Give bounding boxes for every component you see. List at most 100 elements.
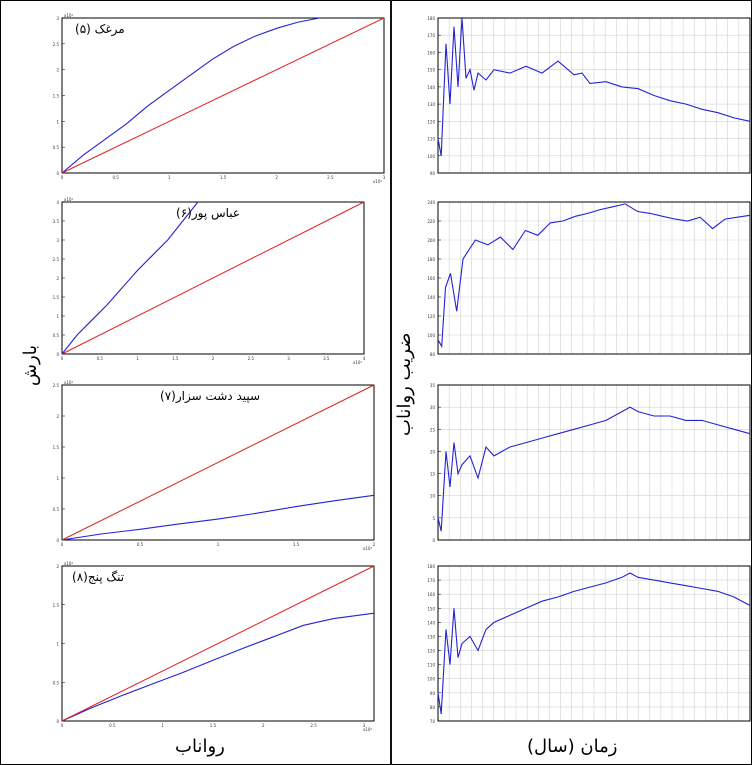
y-tick-label: 70 [430, 719, 436, 724]
y-tick-label: 90 [430, 691, 436, 696]
scale-note: x10⁴ [353, 360, 362, 365]
reference-line [61, 201, 365, 355]
y-tick-label: 80 [430, 705, 436, 710]
y-tick-label: 130 [427, 634, 435, 639]
chart-panel-2: 00.511.522.533.540 0.5 1 1.5 2 2.5 3 3.5 4x10⁴x1… [53, 197, 366, 365]
y-tick-label: 2.5 [53, 42, 60, 47]
x-tick-label: 2 [262, 723, 265, 728]
axes-box [437, 384, 751, 541]
x-tick-label: 0 [61, 175, 64, 180]
y-tick-label: 30 [430, 405, 436, 410]
y-tick-label: 1.5 [53, 603, 60, 608]
y-tick-label: 180 [427, 16, 435, 21]
x-tick-label: 2 [275, 175, 278, 180]
y-tick-label: 2.5 [53, 383, 60, 388]
y-tick-label: 0 [432, 538, 435, 543]
y-tick-label: 4 [56, 200, 59, 205]
scale-note: x10⁴ [363, 727, 372, 732]
y-tick-label: 0.5 [53, 145, 60, 150]
y-tick-label: 2 [56, 564, 59, 569]
y-tick-label: 20 [430, 449, 436, 454]
reference-line [61, 17, 385, 174]
x-tick-label: 0.5 [112, 175, 119, 180]
y-tick-label: 35 [430, 383, 436, 388]
y-tick-label: 1.5 [53, 445, 60, 450]
x-tick-label: 0.5 [97, 356, 104, 361]
y-tick-label: 10 [430, 494, 436, 499]
x-tick-label: 3 [363, 723, 366, 728]
y-tick-label: 90 [430, 171, 436, 176]
y-tick-label: 140 [427, 295, 435, 300]
y-tick-label: 2 [56, 68, 59, 73]
x-tick-label: 4 [363, 356, 366, 361]
x-tick-label: 1.5 [172, 356, 179, 361]
y-tick-label: 3 [56, 238, 59, 243]
x-tick-label: 3.5 [323, 356, 330, 361]
reference-line [61, 565, 375, 722]
series-line [61, 494, 375, 541]
y-tick-label: 0 [56, 352, 59, 357]
y-tick-label: 170 [427, 578, 435, 583]
y-tick-label: 0.5 [53, 507, 60, 512]
series-line [61, 612, 375, 722]
y-tick-label: 5 [432, 516, 435, 521]
axes-box [437, 565, 751, 722]
y-tick-label: 3.5 [53, 219, 60, 224]
chart-panel-6: 80 100 120 140 160 180 200 220 240 [427, 200, 751, 357]
x-tick-label: 0.5 [109, 723, 116, 728]
y-tick-label: 160 [427, 276, 435, 281]
x-tick-label: 2.5 [327, 175, 334, 180]
chart-panel-5: 90 100 110 120 130 140 150 160 170 180 [427, 16, 751, 176]
x-tick-label: 2.5 [310, 723, 317, 728]
scale-note: x10⁴ [64, 197, 73, 202]
chart-panel-8: 70 80 90 100 110 120 130 140 150 160 170 180 [427, 564, 751, 724]
y-tick-label: 120 [427, 119, 435, 124]
y-tick-label: 0 [56, 171, 59, 176]
y-tick-label: 180 [427, 257, 435, 262]
y-tick-label: 0.5 [53, 333, 60, 338]
scale-note: x10⁴ [363, 546, 372, 551]
reference-line [61, 384, 375, 541]
x-tick-label: 2 [212, 356, 215, 361]
y-tick-label: 3 [56, 16, 59, 21]
series-line [61, 201, 199, 355]
chart-title: مرغک (۵) [75, 22, 125, 36]
x-tick-label: 1.5 [293, 542, 300, 547]
y-tick-label: 1 [56, 476, 59, 481]
chart-title: سپید دشت سزار(۷) [160, 389, 261, 403]
y-tick-label: 120 [427, 649, 435, 654]
y-tick-label: 100 [427, 154, 435, 159]
chart-panel-7: 0 5 10 15 20 25 30 35 [430, 383, 751, 543]
y-tick-label: 200 [427, 238, 435, 243]
x-tick-label: 1.5 [220, 175, 227, 180]
scale-note: x10⁴ [64, 561, 73, 566]
chart-title: تنگ پنج(۸) [72, 570, 125, 584]
y-tick-label: 2 [56, 414, 59, 419]
y-tick-label: 110 [427, 663, 435, 668]
series-line [437, 17, 751, 156]
x-tick-label: 0 [61, 723, 64, 728]
series-line [61, 17, 320, 174]
y-tick-label: 1.5 [53, 295, 60, 300]
y-tick-label: 1 [56, 642, 59, 647]
series-line [437, 572, 751, 715]
left-ylabel: بارش [20, 344, 41, 386]
y-tick-label: 150 [427, 68, 435, 73]
y-tick-label: 0 [56, 719, 59, 724]
x-tick-label: 3 [287, 356, 290, 361]
x-tick-label: 2.5 [248, 356, 255, 361]
x-tick-label: 0.5 [137, 542, 144, 547]
y-tick-label: 2.5 [53, 257, 60, 262]
x-tick-label: 3 [383, 175, 386, 180]
x-tick-label: 1 [168, 175, 171, 180]
y-tick-label: 240 [427, 200, 435, 205]
x-tick-label: 1 [161, 723, 164, 728]
y-tick-label: 0 [56, 538, 59, 543]
y-tick-label: 110 [427, 137, 435, 142]
scale-note: x10⁴ [64, 380, 73, 385]
y-tick-label: 15 [430, 472, 436, 477]
right-xlabel: زمان (سال) [527, 736, 618, 757]
